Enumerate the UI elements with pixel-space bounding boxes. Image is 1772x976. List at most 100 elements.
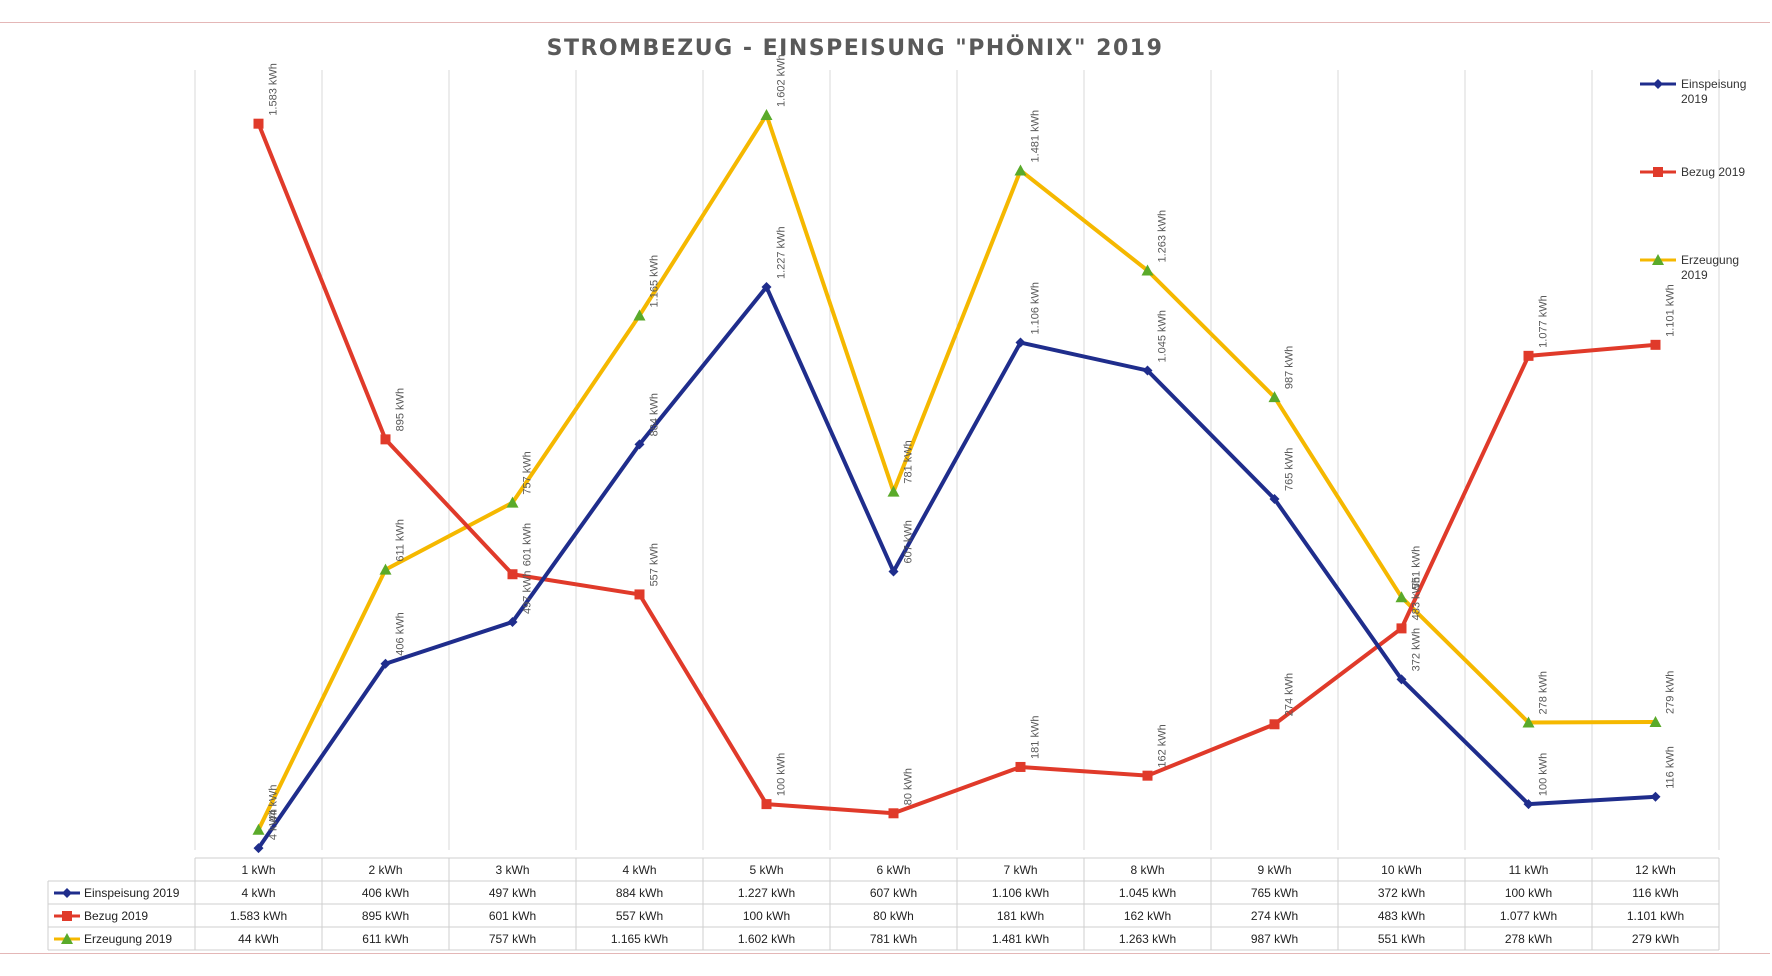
data-label: 551 kWh bbox=[1411, 546, 1423, 589]
data-label: 100 kWh bbox=[776, 753, 788, 796]
table-cell: 1.077 kWh bbox=[1500, 909, 1557, 923]
table-cell: 162 kWh bbox=[1124, 909, 1171, 923]
data-point bbox=[506, 496, 519, 508]
chart-title: STROMBEZUG - EINSPEISUNG "PHÖNIX" 2019 bbox=[546, 36, 1164, 61]
table-cell: 551 kWh bbox=[1378, 932, 1425, 946]
table-cell: 80 kWh bbox=[873, 909, 914, 923]
data-point bbox=[380, 658, 391, 669]
data-label: 274 kWh bbox=[1284, 673, 1296, 716]
data-label: 1.077 kWh bbox=[1538, 295, 1550, 348]
table-cell: 372 kWh bbox=[1378, 886, 1425, 900]
table-key-marker bbox=[62, 911, 72, 921]
data-label: 116 kWh bbox=[1665, 746, 1677, 789]
data-label: 1.481 kWh bbox=[1030, 110, 1042, 163]
data-label: 162 kWh bbox=[1157, 724, 1169, 767]
table-cell: 765 kWh bbox=[1251, 886, 1298, 900]
data-label: 100 kWh bbox=[1538, 753, 1550, 796]
table-key-marker bbox=[62, 888, 72, 898]
data-label: 279 kWh bbox=[1665, 671, 1677, 714]
data-label: 987 kWh bbox=[1284, 346, 1296, 389]
table-series-name: Bezug 2019 bbox=[84, 909, 148, 923]
series-line-erzeugung-2019 bbox=[256, 112, 1658, 832]
legend-label: 2019 bbox=[1681, 92, 1708, 106]
table-cell: 1.101 kWh bbox=[1627, 909, 1684, 923]
data-point bbox=[1523, 799, 1534, 810]
table-cell: 607 kWh bbox=[870, 886, 917, 900]
data-point bbox=[1015, 337, 1026, 348]
data-label: 406 kWh bbox=[395, 612, 407, 655]
data-point bbox=[1522, 716, 1535, 728]
table-cell: 601 kWh bbox=[489, 909, 536, 923]
table-cell: 987 kWh bbox=[1251, 932, 1298, 946]
data-point bbox=[253, 118, 264, 129]
table-cell: 274 kWh bbox=[1251, 909, 1298, 923]
data-label: 1.263 kWh bbox=[1157, 210, 1169, 263]
data-point bbox=[1396, 674, 1407, 685]
data-point bbox=[1269, 494, 1280, 504]
category-label: 2 kWh bbox=[368, 863, 402, 877]
data-label: 4 kWh bbox=[268, 809, 280, 840]
chart-frame bbox=[0, 22, 1770, 954]
data-point bbox=[1396, 623, 1407, 634]
table-cell: 100 kWh bbox=[743, 909, 790, 923]
category-label: 9 kWh bbox=[1257, 863, 1291, 877]
data-label: 483 kWh bbox=[1411, 577, 1423, 620]
data-label: 884 kWh bbox=[649, 393, 661, 436]
data-point bbox=[507, 569, 518, 580]
table-cell: 278 kWh bbox=[1505, 932, 1552, 946]
data-point bbox=[1141, 264, 1154, 276]
data-point bbox=[1268, 391, 1281, 403]
data-point bbox=[887, 485, 900, 497]
data-point bbox=[1650, 339, 1661, 350]
data-label: 44 kWh bbox=[268, 785, 280, 822]
data-label: 1.583 kWh bbox=[268, 63, 280, 116]
table-cell: 497 kWh bbox=[489, 886, 536, 900]
table-cell: 181 kWh bbox=[997, 909, 1044, 923]
data-point bbox=[1142, 770, 1153, 781]
table-cell: 757 kWh bbox=[489, 932, 536, 946]
table-cell: 1.106 kWh bbox=[992, 886, 1049, 900]
table-cell: 1.583 kWh bbox=[230, 909, 287, 923]
table-cell: 1.045 kWh bbox=[1119, 886, 1176, 900]
data-point bbox=[1142, 365, 1153, 376]
category-label: 3 kWh bbox=[495, 863, 529, 877]
data-label: 1.602 kWh bbox=[776, 54, 788, 107]
table-cell: 116 kWh bbox=[1632, 886, 1678, 900]
table-cell: 279 kWh bbox=[1632, 932, 1679, 946]
data-label: 757 kWh bbox=[522, 451, 534, 494]
data-point bbox=[761, 282, 772, 293]
legend-label: Erzeugung bbox=[1681, 253, 1739, 267]
table-cell: 781 kWh bbox=[870, 932, 917, 946]
data-label: 601 kWh bbox=[522, 523, 534, 566]
category-label: 11 kWh bbox=[1509, 863, 1549, 877]
data-point bbox=[888, 808, 899, 819]
data-label: 765 kWh bbox=[1284, 448, 1296, 491]
data-label: 278 kWh bbox=[1538, 671, 1550, 714]
data-point bbox=[1649, 715, 1662, 727]
table-cell: 611 kWh bbox=[362, 932, 408, 946]
table-cell: 557 kWh bbox=[616, 909, 663, 923]
data-point bbox=[507, 616, 518, 627]
data-label: 1.165 kWh bbox=[649, 255, 661, 308]
series-line-einspeisung-2019 bbox=[256, 285, 1658, 851]
table-series-name: Erzeugung 2019 bbox=[84, 932, 172, 946]
data-point bbox=[1523, 350, 1534, 361]
data-label: 181 kWh bbox=[1030, 716, 1042, 759]
data-label: 1.101 kWh bbox=[1665, 284, 1677, 337]
data-point bbox=[380, 434, 391, 445]
data-label: 607 kWh bbox=[903, 520, 915, 563]
category-label: 8 kWh bbox=[1130, 863, 1164, 877]
table-cell: 4 kWh bbox=[241, 886, 275, 900]
data-point bbox=[634, 439, 645, 450]
data-point bbox=[252, 823, 265, 835]
legend-marker bbox=[1653, 79, 1663, 89]
category-label: 5 kWh bbox=[749, 863, 783, 877]
data-label: 895 kWh bbox=[395, 388, 407, 431]
category-label: 1 kWh bbox=[241, 863, 275, 877]
data-point bbox=[634, 589, 645, 600]
data-point bbox=[1015, 761, 1026, 772]
data-label: 1.227 kWh bbox=[776, 226, 788, 279]
legend-marker bbox=[1652, 254, 1664, 265]
data-point bbox=[1650, 791, 1661, 802]
